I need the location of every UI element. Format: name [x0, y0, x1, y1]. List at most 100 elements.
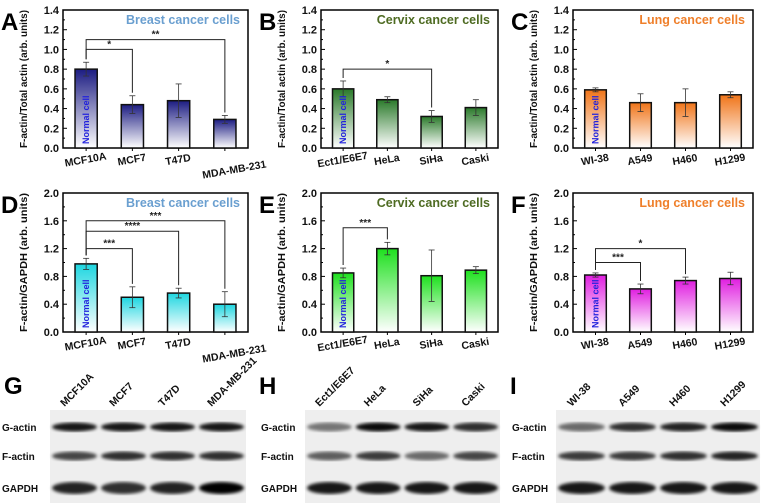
x-tick-label: MCF7: [117, 152, 147, 169]
normal-cell-label: Normal cell: [81, 279, 91, 328]
y-axis-label: F-actin/GAPDH (arb. units): [19, 193, 30, 332]
x-tick-label: Ect1/E6E7: [317, 150, 369, 171]
panel-label: C: [511, 9, 528, 36]
x-tick-label: H460: [672, 152, 699, 168]
blot-band: [306, 422, 352, 432]
blot-band: [660, 451, 707, 461]
blot-row-label: G-actin: [512, 423, 546, 434]
blot-band: [404, 451, 450, 461]
y-tick-label: 0.8: [554, 271, 569, 283]
y-tick-label: 0.8: [44, 271, 59, 283]
lane-label: HeLa: [362, 382, 389, 409]
western-blot-I: I WI-38 A549 H460 H1299 G-actin F-actin GAPDH: [510, 373, 760, 503]
y-tick-label: 1.4: [554, 5, 570, 17]
bar-HeLa: [376, 247, 399, 333]
y-tick-label: 1.0: [554, 44, 569, 56]
y-tick-label: 1.4: [44, 5, 60, 17]
y-tick-label: 1.2: [302, 25, 317, 37]
lane-label: H460: [667, 383, 693, 409]
chart-title: Breast cancer cells: [126, 13, 240, 27]
bar-H460: [673, 279, 698, 333]
y-tick-label: 0.4: [44, 104, 60, 116]
y-tick-label: 0.8: [302, 64, 317, 76]
x-tick-label: Caski: [461, 336, 491, 353]
chart-title: Breast cancer cells: [126, 196, 240, 210]
y-tick-label: 1.2: [554, 25, 569, 37]
significance-label: **: [152, 30, 160, 41]
significance-bracket: [85, 39, 226, 113]
blot-row-label: GAPDH: [2, 484, 38, 495]
blot-band: [149, 451, 196, 461]
x-tick-label: T47D: [164, 336, 192, 352]
blot-band: [453, 482, 499, 494]
x-tick-label: T47D: [164, 152, 192, 168]
y-tick-label: 0.0: [44, 327, 59, 339]
panel-label: E: [259, 192, 275, 219]
blot-band: [355, 422, 401, 432]
chart-panel-E: E 0.0 0.4 0.8 1.2 1.6 2.0 F-actin/GAPDH (arb. u…: [259, 188, 499, 354]
x-tick-label: WI-38: [580, 152, 610, 169]
blot-band: [149, 482, 196, 494]
normal-cell-label: Normal cell: [338, 95, 348, 144]
normal-cell-label: Normal cell: [591, 95, 601, 144]
blot-band: [711, 422, 758, 432]
blot-band: [100, 422, 147, 432]
y-tick-label: 1.6: [554, 216, 569, 228]
blot-band: [198, 451, 245, 461]
y-tick-label: 2.0: [302, 188, 317, 200]
western-blot-G: G MCF10A MCF7 T47D MDA-MB-231G-actinF-actinG…: [2, 355, 260, 503]
western-blot-H: H Ect1/E6E7 HeLa SiHa Caski G-actin F-actin GAP…: [259, 365, 500, 503]
blot-band: [100, 482, 147, 494]
x-tick-label: H1299: [714, 151, 747, 168]
y-tick-label: 0.2: [44, 123, 59, 135]
blot-band: [198, 422, 245, 432]
x-tick-label: H460: [672, 336, 699, 352]
y-tick-label: 2.0: [44, 188, 59, 200]
y-tick-label: 1.6: [302, 216, 317, 228]
blot-band: [660, 482, 707, 494]
blot-band: [660, 422, 707, 432]
blot-band: [609, 451, 656, 461]
panel-label: B: [259, 9, 276, 36]
y-tick-label: 0.0: [44, 143, 59, 155]
bar-A549: [628, 288, 653, 333]
lane-label: A549: [616, 383, 642, 409]
significance-label: *: [107, 39, 111, 50]
y-tick-label: 0.0: [302, 327, 317, 339]
x-tick-label: SiHa: [419, 336, 444, 352]
chart-title: Cervix cancer cells: [377, 196, 490, 210]
chart-title: Cervix cancer cells: [377, 13, 490, 27]
x-tick-label: SiHa: [419, 152, 444, 168]
panel-label: A: [1, 9, 18, 36]
blot-row-label: GAPDH: [261, 484, 297, 495]
blot-band: [609, 422, 656, 432]
y-tick-label: 0.2: [302, 123, 317, 135]
bar-H1299: [718, 277, 743, 333]
lane-label: MCF10A: [58, 371, 96, 409]
y-tick-label: 0.4: [554, 299, 570, 311]
y-tick-label: 1.6: [44, 216, 59, 228]
significance-label: ***: [103, 239, 115, 250]
blot-row-label: G-actin: [2, 423, 36, 434]
blot-band: [558, 482, 605, 494]
x-tick-label: A549: [627, 152, 654, 168]
x-tick-label: H1299: [714, 335, 747, 352]
blot-band: [51, 451, 98, 461]
blot-row-label: F-actin: [512, 452, 545, 463]
bar-Caski: [464, 269, 488, 333]
bar-HeLa: [376, 98, 399, 149]
normal-cell-label: Normal cell: [81, 95, 91, 144]
chart-panel-D: D 0.0 0.4 0.8 1.2 1.6 2.0 F-actin/GAPDH (arb. u…: [1, 188, 267, 366]
y-axis-label: F-actin/GAPDH (arb. units): [277, 193, 288, 332]
blot-band: [149, 422, 196, 432]
y-tick-label: 1.2: [554, 244, 569, 256]
panel-label: H: [259, 373, 276, 400]
blot-band: [453, 422, 499, 432]
x-tick-label: A549: [627, 336, 654, 352]
chart-title: Lung cancer cells: [639, 196, 745, 210]
significance-bracket: [342, 68, 433, 108]
chart-panel-A: A 0.0 0.2 0.4 0.6 0.8 1.0 1.2 1.4 F-actin/Total a…: [1, 5, 267, 182]
y-axis-label: F-actin/Total actin (arb. units): [529, 10, 540, 148]
